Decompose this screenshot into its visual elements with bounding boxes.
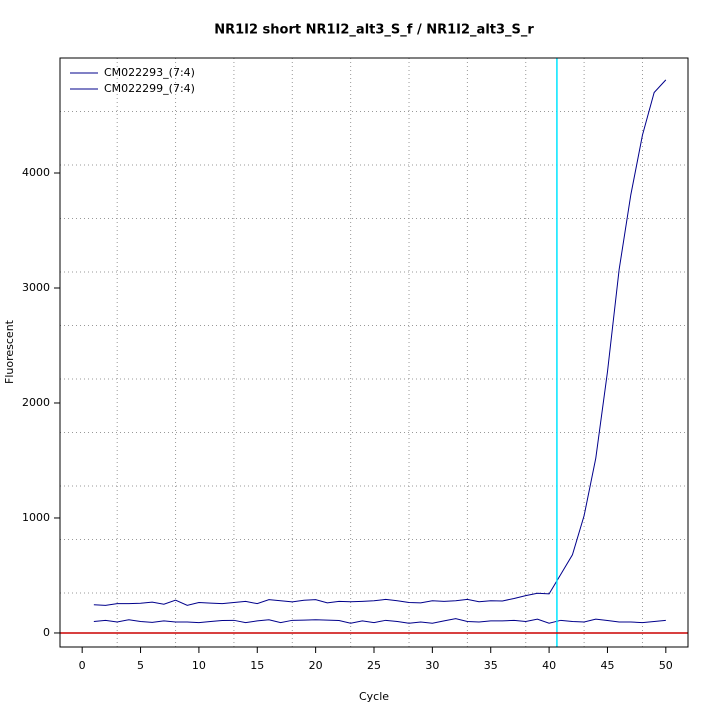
chart-title: NR1I2 short NR1I2_alt3_S_f / NR1I2_alt3_…	[214, 23, 534, 38]
x-tick-label: 20	[309, 659, 323, 672]
series-line	[93, 79, 667, 606]
y-tick-label: 0	[43, 626, 50, 639]
y-tick-label: 4000	[22, 166, 50, 179]
x-tick-label: 50	[659, 659, 673, 672]
x-tick-label: 35	[484, 659, 498, 672]
y-tick-label: 2000	[22, 396, 50, 409]
x-axis-label: Cycle	[359, 690, 389, 703]
legend-label: CM022293_(7:4)	[104, 66, 195, 79]
series-line	[93, 618, 666, 624]
x-tick-label: 45	[600, 659, 614, 672]
x-tick-label: 5	[137, 659, 144, 672]
y-tick-label: 1000	[22, 511, 50, 524]
legend-label: CM022299_(7:4)	[104, 82, 195, 95]
x-tick-label: 25	[367, 659, 381, 672]
x-tick-label: 10	[192, 659, 206, 672]
y-tick-label: 3000	[22, 281, 50, 294]
x-tick-label: 30	[425, 659, 439, 672]
plot-frame	[59, 57, 689, 648]
x-tick-label: 0	[79, 659, 86, 672]
x-tick-label: 40	[542, 659, 556, 672]
y-axis-label: Fluorescent	[3, 319, 16, 384]
x-tick-label: 15	[250, 659, 264, 672]
